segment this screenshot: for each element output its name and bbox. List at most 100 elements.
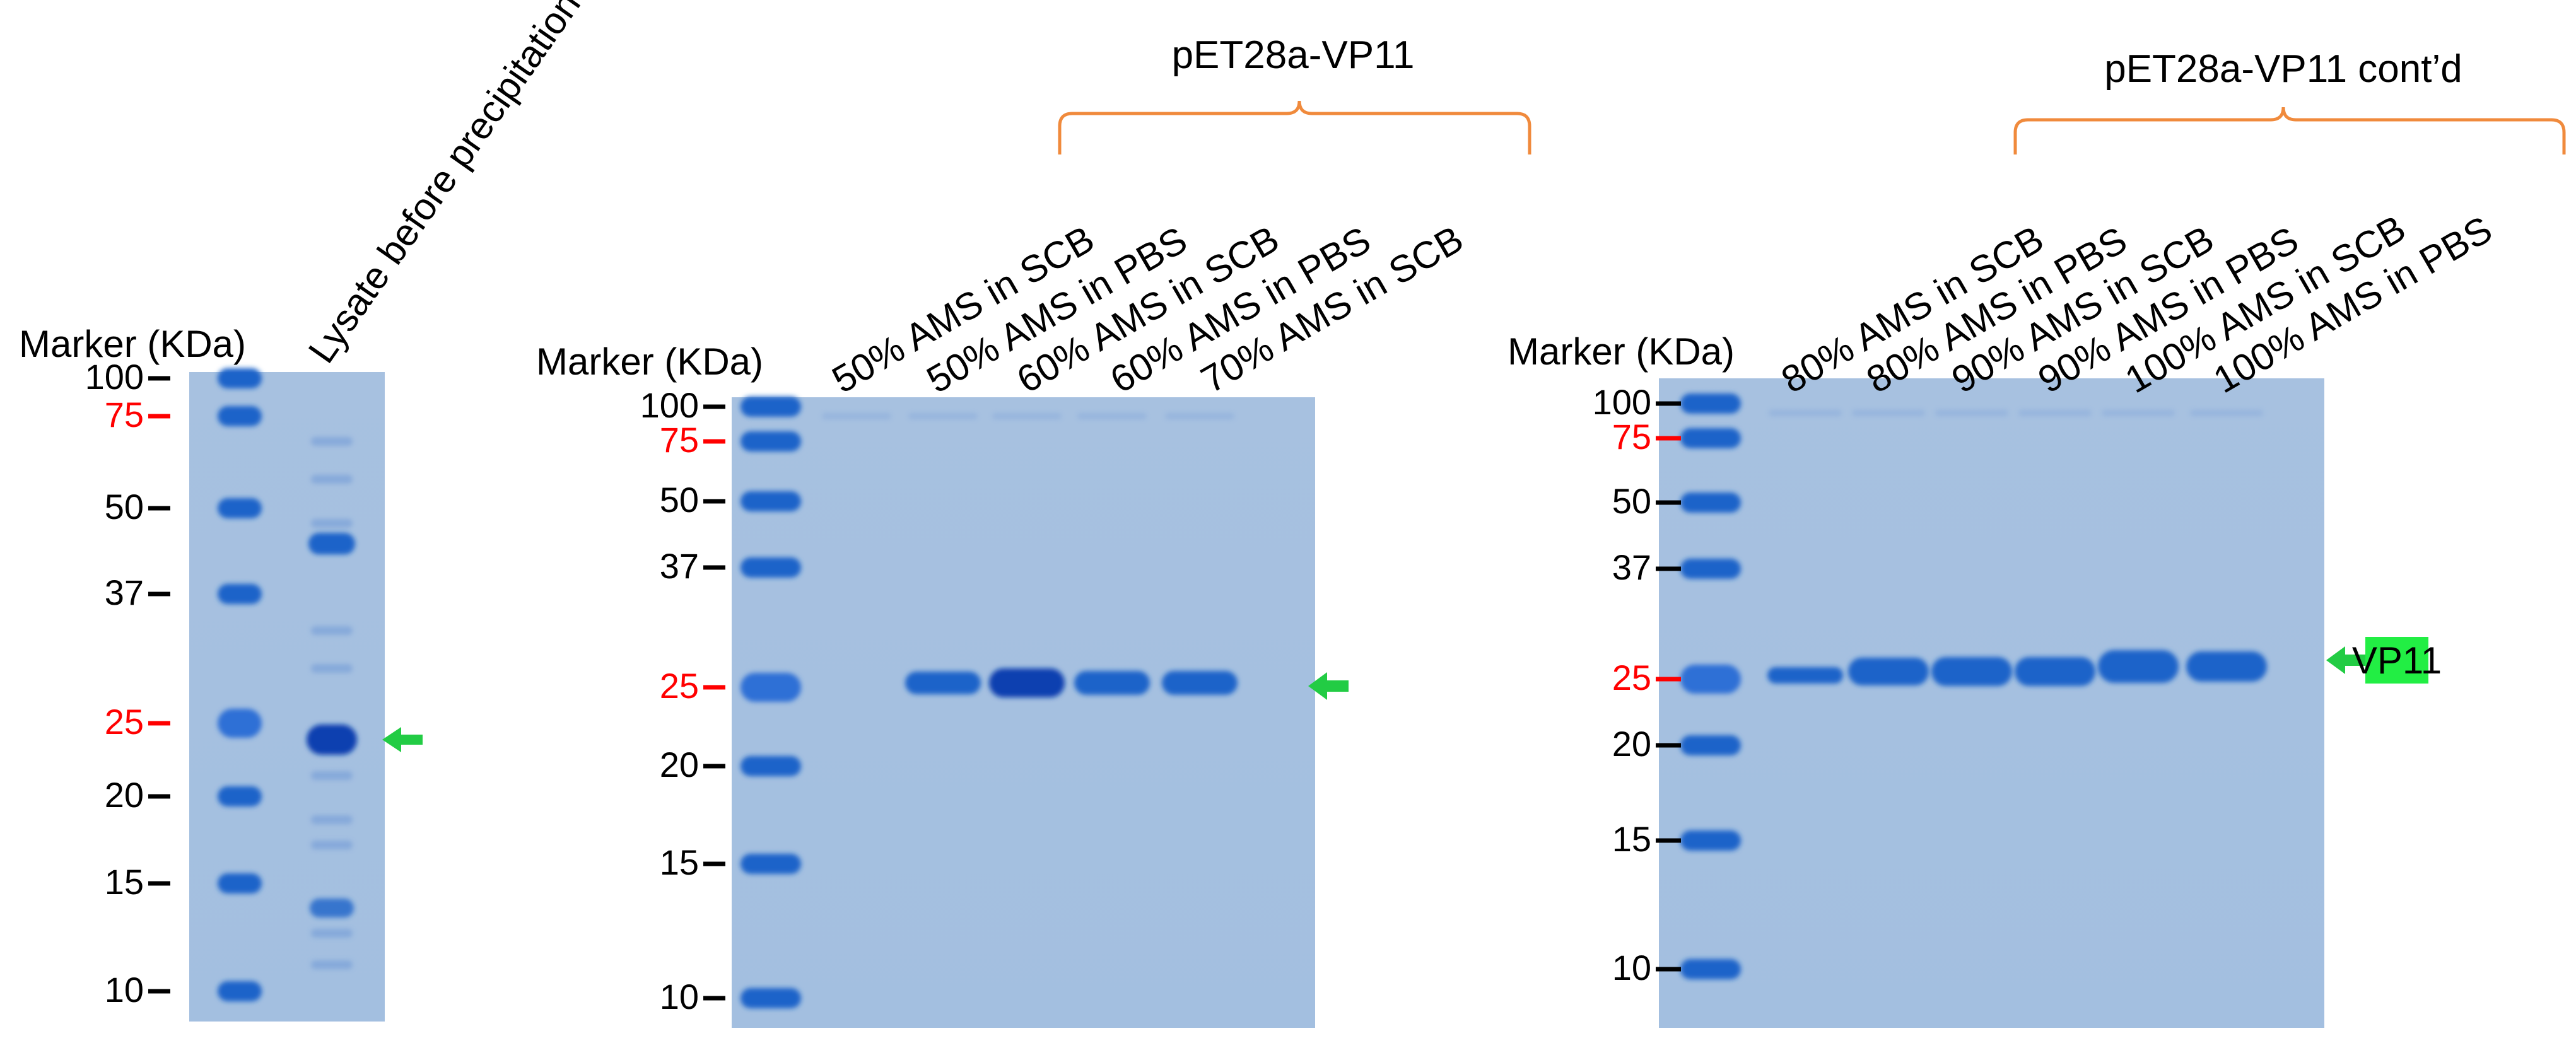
faint-band <box>311 475 353 484</box>
marker-band <box>1680 428 1741 448</box>
target-band <box>2186 651 2267 682</box>
mw-label: 37 <box>105 573 144 612</box>
gel-1 <box>189 372 385 1022</box>
mw-label: 10 <box>660 977 699 1016</box>
mw-label: 100 <box>640 385 699 425</box>
marker-band <box>1680 393 1741 414</box>
marker-band <box>741 673 801 702</box>
mw-ticks-3 <box>1656 401 1681 972</box>
target-band <box>1931 657 2012 686</box>
marker-band <box>218 584 262 604</box>
marker-band <box>218 368 262 388</box>
mw-label: 75 <box>1612 417 1651 457</box>
sample-band <box>308 533 355 554</box>
marker-band <box>741 491 801 511</box>
marker-band <box>741 854 801 874</box>
marker-band <box>1680 959 1741 979</box>
mw-label: 20 <box>660 745 699 784</box>
target-band <box>2015 657 2095 686</box>
faint-band <box>1769 410 1842 416</box>
lane-label-lysate: Lysate before precipitation <box>300 0 588 370</box>
marker-band <box>218 786 262 806</box>
marker-band <box>741 557 801 578</box>
mw-label: 20 <box>105 775 144 815</box>
target-band <box>1767 667 1843 684</box>
mw-label: 50 <box>105 487 144 527</box>
marker-band <box>741 397 801 417</box>
sample-band <box>310 899 354 917</box>
target-band <box>1848 658 1929 685</box>
mw-label: 25 <box>1612 658 1651 697</box>
faint-band <box>2018 410 2092 416</box>
faint-band <box>311 929 353 938</box>
faint-band <box>1165 413 1234 419</box>
gel-2 <box>732 397 1315 1028</box>
target-band <box>307 725 357 755</box>
marker-band <box>218 498 262 518</box>
marker-band <box>1680 665 1741 694</box>
mw-label: 100 <box>85 357 144 397</box>
marker-band <box>1680 492 1741 513</box>
marker-band <box>218 709 262 738</box>
mw-label: 37 <box>1612 547 1651 587</box>
marker-band <box>741 756 801 776</box>
mw-label: 25 <box>105 702 144 742</box>
gel-3-bands <box>1680 393 2267 979</box>
mw-label: 100 <box>1593 382 1651 422</box>
marker-band <box>1680 830 1741 851</box>
mw-label: 20 <box>1612 724 1651 764</box>
vp11-label-box <box>2365 637 2428 684</box>
gel-1-bands <box>218 368 357 1001</box>
mw-label: 15 <box>1612 819 1651 859</box>
target-band <box>989 668 1065 697</box>
faint-band <box>311 960 353 969</box>
target-band <box>1162 671 1238 695</box>
faint-band <box>1852 410 1925 416</box>
marker-band <box>741 431 801 451</box>
band-arrow-icon <box>1308 672 1349 700</box>
faint-band <box>311 519 353 528</box>
marker-band <box>741 988 801 1008</box>
mw-label: 75 <box>660 420 699 460</box>
faint-band <box>2102 410 2175 416</box>
faint-band <box>822 413 891 419</box>
faint-band <box>992 413 1062 419</box>
marker-band <box>1680 559 1741 579</box>
mw-label: 50 <box>660 480 699 520</box>
mw-label: 10 <box>105 970 144 1010</box>
mw-ticks-2 <box>703 404 725 1001</box>
marker-header-3: Marker (KDa) <box>1508 330 1735 373</box>
faint-band <box>1935 410 2008 416</box>
faint-band <box>311 771 353 780</box>
target-band <box>2098 650 2179 683</box>
mw-label: 10 <box>1612 948 1651 987</box>
faint-band <box>311 664 353 673</box>
marker-band <box>218 981 262 1001</box>
mw-ticks-1 <box>148 376 170 994</box>
faint-band <box>311 626 353 635</box>
marker-band <box>218 406 262 426</box>
marker-band <box>218 873 262 894</box>
faint-band <box>311 815 353 824</box>
mw-label: 15 <box>660 842 699 882</box>
mw-label: 25 <box>660 666 699 706</box>
mw-label: 75 <box>105 395 144 434</box>
marker-header-1: Marker (KDa) <box>19 323 246 365</box>
gel-2-bands <box>741 397 1238 1008</box>
vp11-label: VP11 <box>2352 639 2442 682</box>
faint-band <box>311 437 353 446</box>
group-title-3: pET28a-VP11 cont’d <box>2104 47 2462 91</box>
group-bracket-3 <box>2013 107 2566 154</box>
target-band <box>905 672 981 694</box>
faint-band <box>2190 410 2263 416</box>
faint-band <box>908 413 978 419</box>
target-band <box>1074 671 1150 695</box>
